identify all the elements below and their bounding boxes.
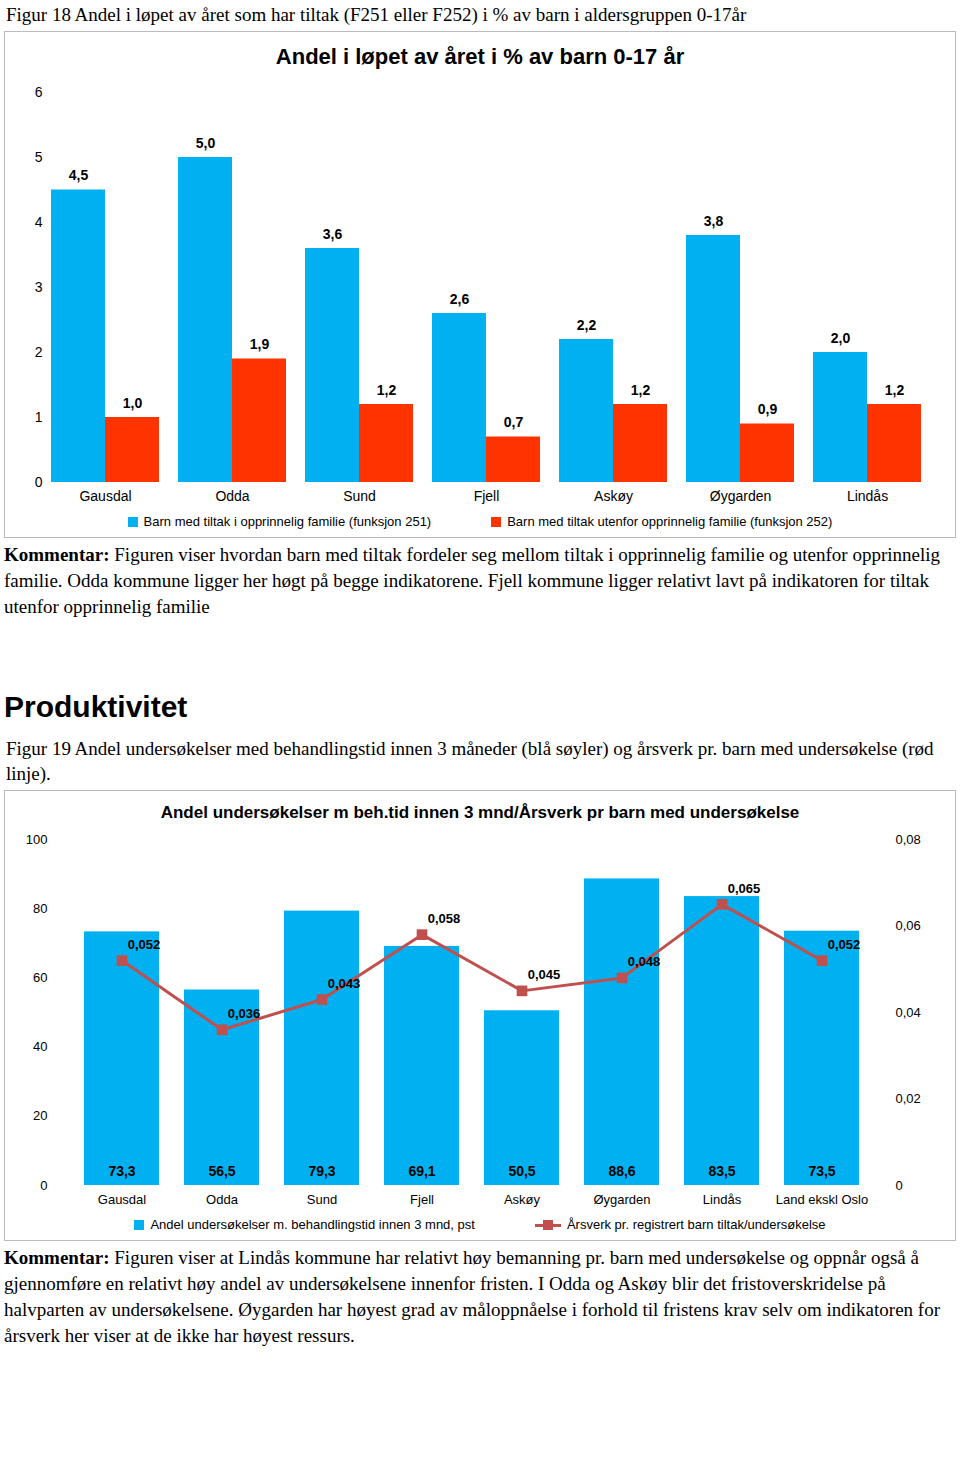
svg-text:Lindås: Lindås: [847, 488, 888, 504]
svg-text:1,2: 1,2: [377, 382, 397, 398]
svg-text:0,036: 0,036: [228, 1006, 261, 1021]
svg-text:0,9: 0,9: [758, 401, 778, 417]
html-text:Andel undersøkelser m. behandl: Andel undersøkelser m. behandlingstid in…: [150, 1217, 475, 1232]
svg-text:73,3: 73,3: [108, 1163, 135, 1179]
html-text:Figur 19 Andel undersøkelser m: Figur 19 Andel undersøkelser med behandl…: [6, 738, 934, 784]
svg-text:0: 0: [896, 1178, 903, 1193]
svg-text:4: 4: [35, 214, 43, 230]
html-text:Årsverk pr. registrert barn ti: Årsverk pr. registrert barn tiltak/under…: [566, 1217, 826, 1232]
html-text:Kommentar: Figuren viser hvord: Kommentar: Figuren viser hvordan barn me…: [4, 544, 941, 617]
svg-text:73,5: 73,5: [808, 1163, 835, 1179]
svg-text:0,7: 0,7: [504, 414, 524, 430]
svg-text:0,02: 0,02: [896, 1091, 921, 1106]
svg-text:Øygarden: Øygarden: [593, 1192, 650, 1207]
svg-text:Fjell: Fjell: [410, 1192, 434, 1207]
svg-text:1,9: 1,9: [250, 336, 270, 352]
svg-text:56,5: 56,5: [208, 1163, 235, 1179]
svg-text:80: 80: [33, 901, 47, 916]
svg-text:100: 100: [26, 832, 48, 847]
svg-text:0,08: 0,08: [896, 832, 921, 847]
svg-text:1,0: 1,0: [123, 395, 143, 411]
svg-text:5: 5: [35, 149, 43, 165]
svg-text:Lindås: Lindås: [703, 1192, 742, 1207]
svg-text:0,052: 0,052: [128, 937, 161, 952]
svg-text:Fjell: Fjell: [474, 488, 500, 504]
svg-text:3,8: 3,8: [704, 213, 724, 229]
svg-text:20: 20: [33, 1108, 47, 1123]
svg-text:79,3: 79,3: [308, 1163, 335, 1179]
svg-text:88,6: 88,6: [608, 1163, 635, 1179]
svg-text:4,5: 4,5: [69, 167, 89, 183]
svg-text:Askøy: Askøy: [504, 1192, 541, 1207]
svg-text:0,052: 0,052: [828, 937, 861, 952]
svg-text:0,06: 0,06: [896, 918, 921, 933]
svg-text:3: 3: [35, 279, 43, 295]
svg-text:0,048: 0,048: [628, 954, 661, 969]
svg-text:Gausdal: Gausdal: [79, 488, 131, 504]
svg-text:0,04: 0,04: [896, 1005, 921, 1020]
svg-text:83,5: 83,5: [708, 1163, 735, 1179]
html-text:Andel undersøkelser m beh.tid: Andel undersøkelser m beh.tid innen 3 mn…: [160, 803, 800, 822]
svg-text:Sund: Sund: [343, 488, 376, 504]
svg-text:0,058: 0,058: [428, 911, 461, 926]
svg-text:3,6: 3,6: [323, 226, 343, 242]
svg-text:Gausdal: Gausdal: [98, 1192, 147, 1207]
svg-text:5,0: 5,0: [196, 135, 216, 151]
svg-text:6: 6: [35, 84, 43, 100]
html-text:Figur 18 Andel i løpet av året: Figur 18 Andel i løpet av året som har t…: [6, 4, 747, 25]
html-text:Kommentar: Figuren viser at Li: Kommentar: Figuren viser at Lindås kommu…: [4, 1247, 940, 1346]
svg-text:2,2: 2,2: [577, 317, 597, 333]
svg-text:Sund: Sund: [307, 1192, 337, 1207]
svg-text:40: 40: [33, 1039, 47, 1054]
svg-text:1,2: 1,2: [631, 382, 651, 398]
svg-text:0: 0: [40, 1178, 47, 1193]
svg-text:0,043: 0,043: [328, 976, 361, 991]
svg-text:Land ekskl Oslo: Land ekskl Oslo: [776, 1192, 869, 1207]
svg-text:69,1: 69,1: [408, 1163, 435, 1179]
svg-text:2,0: 2,0: [831, 330, 851, 346]
svg-text:0: 0: [35, 474, 43, 490]
svg-text:Askøy: Askøy: [594, 488, 633, 504]
svg-text:2,6: 2,6: [450, 291, 470, 307]
html-text:Andel i løpet av året i % av b: Andel i løpet av året i % av barn 0-17 å…: [275, 44, 685, 69]
html-text:Barn med tiltak utenfor opprin: Barn med tiltak utenfor opprinnelig fami…: [507, 514, 833, 529]
svg-text:1: 1: [35, 409, 43, 425]
html-text:Produktivitet: Produktivitet: [4, 690, 188, 723]
svg-text:0,045: 0,045: [528, 967, 561, 982]
svg-text:50,5: 50,5: [508, 1163, 535, 1179]
svg-text:Odda: Odda: [206, 1192, 239, 1207]
svg-text:2: 2: [35, 344, 43, 360]
svg-text:60: 60: [33, 970, 47, 985]
svg-text:0,065: 0,065: [728, 881, 761, 896]
svg-text:Odda: Odda: [215, 488, 249, 504]
svg-text:Øygarden: Øygarden: [710, 488, 771, 504]
html-text:Barn med tiltak i opprinnelig: Barn med tiltak i opprinnelig familie (f…: [143, 514, 432, 529]
svg-text:1,2: 1,2: [885, 382, 905, 398]
